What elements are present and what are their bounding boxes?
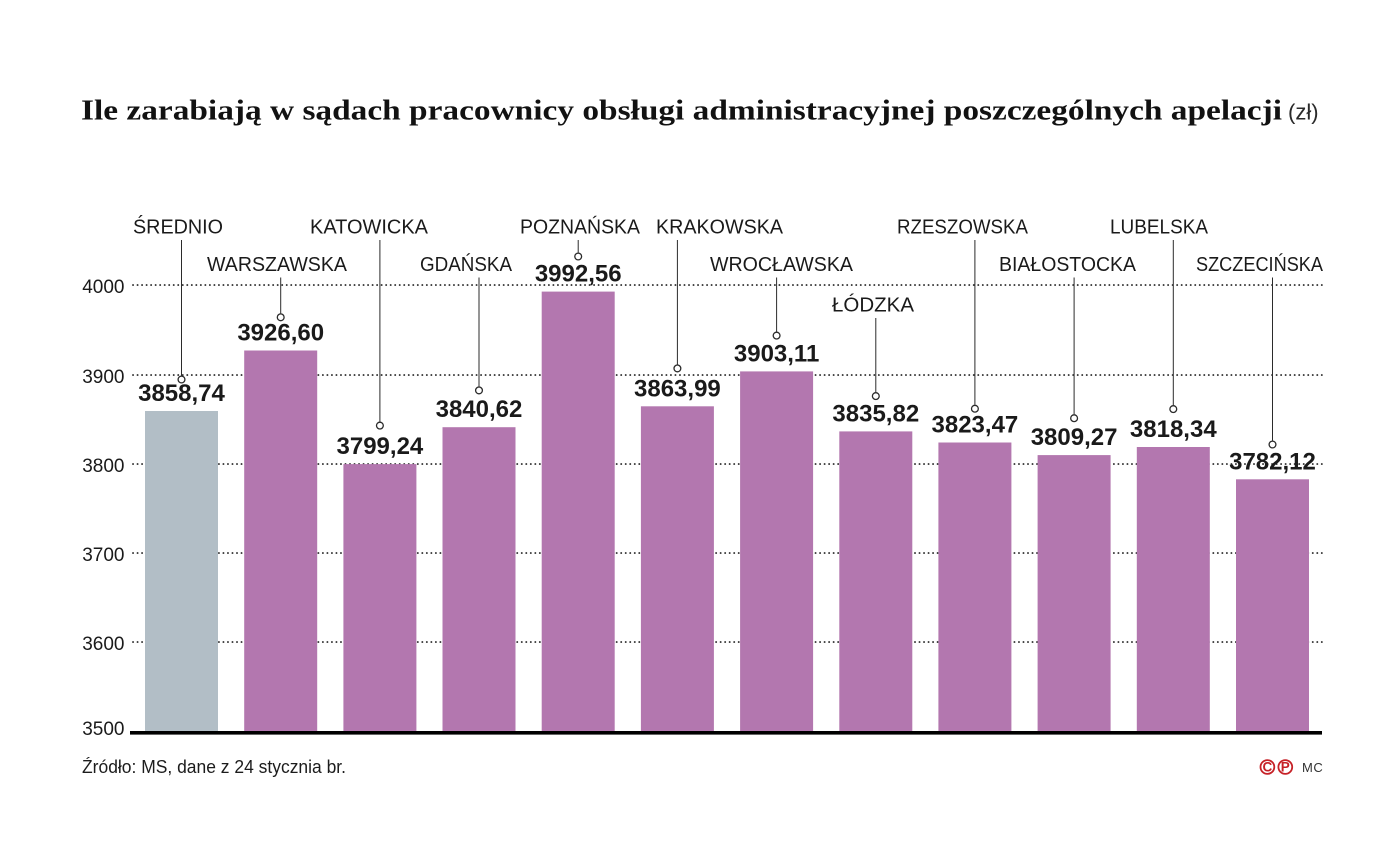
svg-text:WARSZAWSKA: WARSZAWSKA bbox=[207, 254, 348, 276]
svg-text:Ile zarabiają w sądach pracown: Ile zarabiają w sądach pracownicy obsług… bbox=[81, 96, 1282, 127]
svg-text:Źródło: MS, dane z 24 stycznia: Źródło: MS, dane z 24 stycznia br. bbox=[82, 756, 346, 777]
svg-text:C: C bbox=[1263, 760, 1273, 775]
svg-text:3903,11: 3903,11 bbox=[734, 340, 819, 367]
svg-text:3818,34: 3818,34 bbox=[1130, 416, 1217, 443]
svg-text:3863,99: 3863,99 bbox=[634, 375, 721, 402]
svg-text:3926,60: 3926,60 bbox=[237, 320, 324, 347]
svg-text:WROCŁAWSKA: WROCŁAWSKA bbox=[710, 254, 854, 276]
svg-text:KRAKOWSKA: KRAKOWSKA bbox=[656, 217, 784, 239]
svg-text:GDAŃSKA: GDAŃSKA bbox=[420, 253, 513, 276]
svg-text:ŁÓDZKA: ŁÓDZKA bbox=[832, 294, 915, 317]
svg-text:3840,62: 3840,62 bbox=[436, 396, 523, 423]
svg-text:3500: 3500 bbox=[82, 719, 124, 740]
svg-text:3782,12: 3782,12 bbox=[1229, 448, 1316, 475]
svg-text:P: P bbox=[1281, 760, 1290, 775]
svg-text:3799,24: 3799,24 bbox=[337, 433, 424, 460]
svg-text:3823,47: 3823,47 bbox=[932, 412, 1019, 439]
svg-text:RZESZOWSKA: RZESZOWSKA bbox=[897, 217, 1029, 239]
svg-text:SZCZECIŃSKA: SZCZECIŃSKA bbox=[1196, 253, 1324, 276]
svg-text:3835,82: 3835,82 bbox=[832, 400, 919, 427]
svg-text:4000: 4000 bbox=[82, 277, 124, 298]
svg-text:3700: 3700 bbox=[82, 545, 124, 566]
svg-text:3800: 3800 bbox=[82, 456, 124, 477]
svg-text:ŚREDNIO: ŚREDNIO bbox=[133, 215, 223, 239]
svg-text:LUBELSKA: LUBELSKA bbox=[1110, 217, 1209, 239]
svg-text:POZNAŃSKA: POZNAŃSKA bbox=[520, 216, 641, 239]
svg-text:KATOWICKA: KATOWICKA bbox=[310, 217, 429, 239]
svg-text:3600: 3600 bbox=[82, 634, 124, 655]
svg-text:MC: MC bbox=[1302, 760, 1323, 775]
svg-text:3809,27: 3809,27 bbox=[1031, 424, 1118, 451]
svg-text:3900: 3900 bbox=[82, 367, 124, 388]
svg-text:BIAŁOSTOCKA: BIAŁOSTOCKA bbox=[999, 254, 1137, 276]
svg-text:(zł): (zł) bbox=[1288, 100, 1319, 125]
svg-text:3992,56: 3992,56 bbox=[535, 261, 622, 288]
svg-text:3858,74: 3858,74 bbox=[138, 380, 225, 407]
